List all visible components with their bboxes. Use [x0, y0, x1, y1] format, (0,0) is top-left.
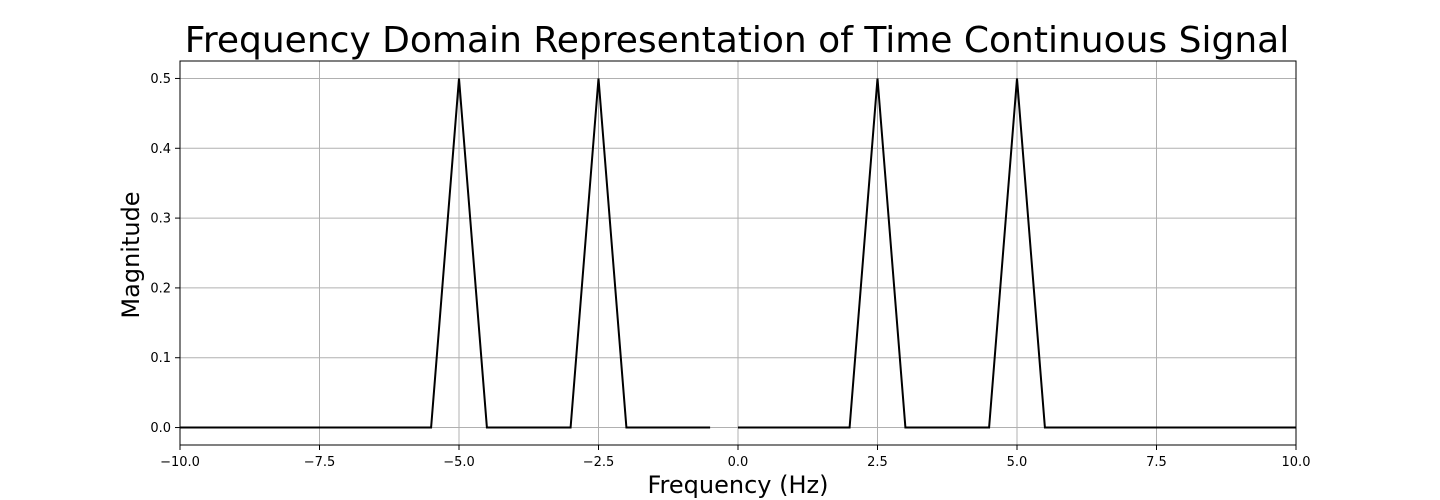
x-tick-label: −7.5 [304, 455, 336, 470]
series-line [738, 78, 1296, 429]
y-tick-label: 0.2 [150, 281, 171, 296]
x-tick-label: −5.0 [443, 455, 475, 470]
y-tick-label: 0.5 [150, 72, 171, 87]
x-tick-label: −10.0 [160, 455, 200, 470]
y-tick-label: 0.0 [150, 421, 171, 436]
y-axis-label: Magnitude [117, 191, 145, 318]
x-axis-label: Frequency (Hz) [648, 471, 829, 499]
series-line [180, 78, 711, 429]
x-tick-label: 10.0 [1282, 455, 1311, 470]
x-tick-label: −2.5 [583, 455, 615, 470]
x-tick-label: 5.0 [1007, 455, 1028, 470]
x-tick-label: 0.0 [728, 455, 749, 470]
x-tick-label: 7.5 [1146, 455, 1167, 470]
axis-ticks: −10.0 −7.5 −5.0 −2.5 0.0 2.5 5.0 7.5 10.0 0.0 0.1 0… [150, 72, 1310, 470]
plot-series [180, 78, 1296, 429]
plot-frame [179, 60, 1297, 446]
y-tick-label: 0.3 [150, 212, 171, 227]
chart-title: Frequency Domain Representation of Time … [185, 20, 1289, 61]
y-tick-label: 0.1 [150, 351, 171, 366]
grid [179, 61, 1297, 445]
y-tick-label: 0.4 [150, 142, 171, 157]
x-tick-label: 2.5 [867, 455, 888, 470]
